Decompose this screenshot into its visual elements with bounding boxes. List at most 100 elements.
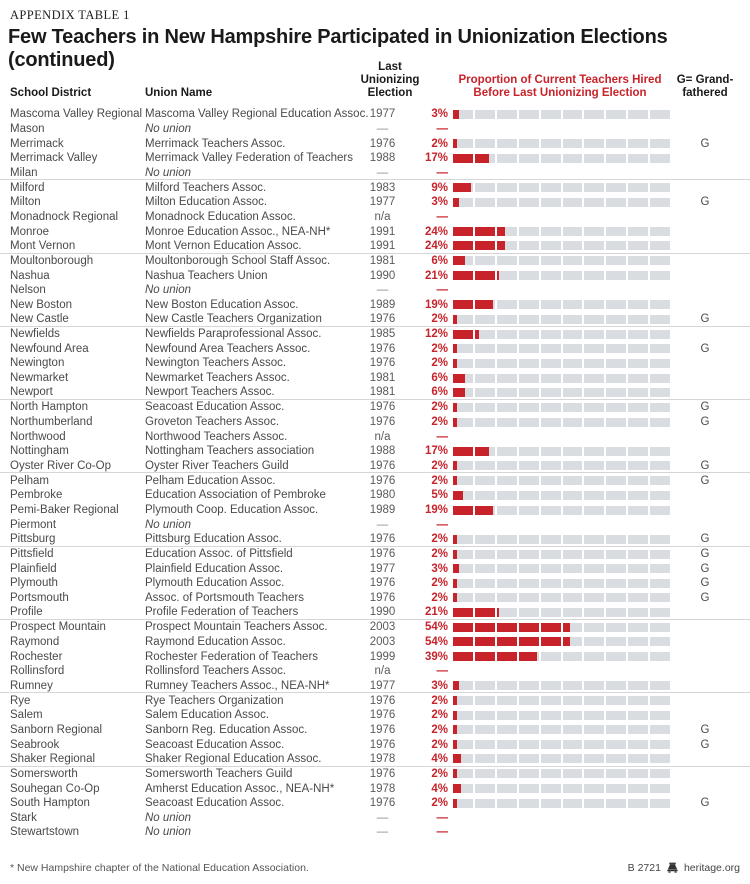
election-year-cell: — [376, 518, 389, 531]
bar-segment [496, 681, 517, 691]
percent-bar-cell [448, 549, 671, 559]
percent-cell: 9% [431, 181, 448, 194]
election-year-cell: 1978 [369, 782, 396, 795]
bar-segment [606, 373, 627, 383]
percent-bar [453, 769, 671, 779]
bar-segment [474, 578, 495, 588]
bar-fill [518, 622, 539, 632]
bar-segment [496, 740, 517, 750]
percent-cell: 2% [431, 137, 448, 150]
table-row: Pittsburg Pittsburg Education Assoc. 1976 2… [0, 532, 750, 547]
bar-segment [584, 710, 605, 720]
union-cell: Shaker Regional Education Assoc. [145, 752, 322, 765]
bar-segment [518, 417, 539, 427]
bar-fill [496, 652, 517, 662]
table-row: Northwood Northwood Teachers Assoc. n/a — [0, 429, 750, 444]
bar-segment [628, 476, 649, 486]
bar-fill [453, 417, 457, 427]
union-cell: Oyster River Teachers Guild [145, 459, 289, 472]
percent-cell: 2% [431, 416, 448, 429]
district-cell: Newfields [10, 328, 60, 341]
bar-segment [562, 329, 583, 339]
bar-segment [518, 549, 539, 559]
bar-segment [562, 798, 583, 808]
percent-bar-cell [448, 139, 671, 149]
union-cell: Rumney Teachers Assoc., NEA-NH* [145, 679, 330, 692]
bar-segment [606, 564, 627, 574]
district-cell: North Hampton [10, 401, 88, 414]
bar-segment [628, 300, 649, 310]
bar-segment [540, 300, 561, 310]
grandfathered-cell: G [700, 723, 710, 736]
bar-segment [650, 505, 671, 515]
union-cell: Merrimack Valley Federation of Teachers [145, 152, 353, 165]
bar-segment [584, 197, 605, 207]
district-cell: Seabrook [10, 738, 60, 751]
bar-fill [474, 300, 493, 310]
district-cell: Prospect Mountain [10, 621, 106, 634]
bar-segment [606, 740, 627, 750]
table-row: Milton Milton Education Assoc. 1977 3% G [0, 195, 750, 210]
bar-fill [453, 740, 457, 750]
bar-segment [562, 197, 583, 207]
percent-bar [453, 387, 671, 397]
bar-segment [562, 784, 583, 794]
percent-bar [453, 417, 671, 427]
union-cell: New Castle Teachers Organization [145, 313, 322, 326]
bar-segment [474, 505, 495, 515]
union-cell: Pittsburg Education Assoc. [145, 533, 282, 546]
bar-segment [518, 197, 539, 207]
bar-segment [474, 109, 495, 119]
union-cell: No union [145, 166, 192, 179]
bar-segment [453, 505, 473, 515]
bar-segment [562, 271, 583, 281]
bar-segment [474, 197, 495, 207]
union-cell: Newfields Paraprofessional Assoc. [145, 328, 322, 341]
bar-segment [540, 505, 561, 515]
bar-segment [628, 139, 649, 149]
district-cell: Mont Vernon [10, 239, 76, 252]
election-year-cell: 1976 [369, 548, 396, 561]
percent-bar [453, 373, 671, 383]
bar-segment [474, 139, 495, 149]
bar-segment [650, 740, 671, 750]
bar-segment [628, 109, 649, 119]
election-year-cell: n/a [374, 210, 391, 223]
election-year-cell: 1990 [369, 269, 396, 282]
union-cell: Sanborn Reg. Education Assoc. [145, 723, 308, 736]
bar-fill [453, 593, 457, 603]
header-school-district: School District [10, 87, 92, 99]
bar-segment [606, 227, 627, 237]
district-cell: Plymouth [10, 577, 58, 590]
bar-fill [496, 271, 499, 281]
bar-segment [628, 578, 649, 588]
percent-bar [453, 607, 671, 617]
bar-segment [650, 534, 671, 544]
bar-fill [453, 696, 457, 706]
bar-segment [453, 344, 473, 354]
bar-fill [540, 637, 561, 647]
bar-segment [540, 490, 561, 500]
bar-segment [518, 696, 539, 706]
bar-segment [474, 300, 495, 310]
bar-segment [650, 578, 671, 588]
percent-bar [453, 344, 671, 354]
bar-segment [453, 769, 473, 779]
percent-bar [453, 681, 671, 691]
district-cell: Northumberland [10, 416, 93, 429]
percent-cell: — [436, 518, 449, 531]
district-cell: New Castle [10, 313, 69, 326]
percent-cell: 12% [424, 328, 448, 341]
bar-fill [453, 461, 457, 471]
footnote: * New Hampshire chapter of the National … [10, 862, 309, 874]
bar-segment [540, 740, 561, 750]
percent-cell: 2% [431, 709, 448, 722]
bar-segment [606, 754, 627, 764]
bar-fill [453, 637, 473, 647]
bar-segment [584, 593, 605, 603]
percent-cell: 2% [431, 591, 448, 604]
percent-bar-cell [448, 417, 671, 427]
table-row: Newington Newington Teachers Assoc. 1976 2% [0, 356, 750, 371]
bar-fill [474, 652, 495, 662]
percent-bar [453, 241, 671, 251]
